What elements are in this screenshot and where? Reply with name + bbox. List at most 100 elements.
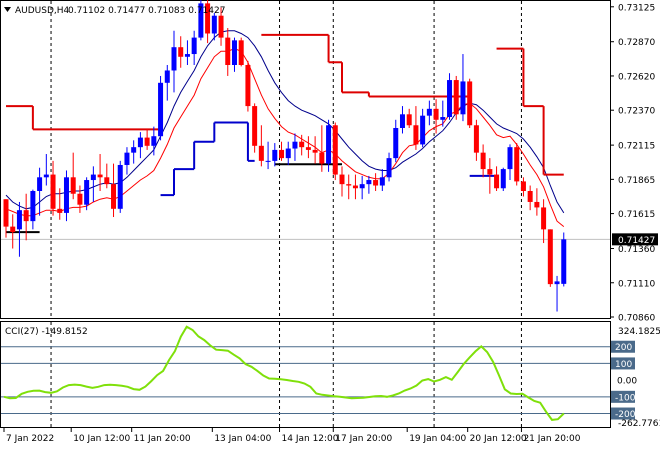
candle-bull bbox=[393, 128, 399, 159]
current-price-label: 0.71427 bbox=[618, 236, 655, 246]
time-tick-label: 14 Jan 12:00 bbox=[282, 434, 339, 444]
candle-bear bbox=[527, 191, 533, 202]
candle-bear bbox=[258, 145, 264, 161]
candle-bull bbox=[554, 281, 560, 285]
candle-bull bbox=[326, 125, 332, 164]
candle-bull bbox=[359, 184, 365, 189]
time-tick-label: 7 Jan 2022 bbox=[6, 434, 54, 444]
candle-bull bbox=[386, 158, 392, 178]
candle-bear bbox=[534, 201, 540, 208]
candle-bear bbox=[104, 177, 110, 185]
cci-level-tag bbox=[611, 390, 635, 403]
candle-bear bbox=[346, 184, 352, 186]
time-tick-label: 10 Jan 12:00 bbox=[73, 434, 130, 444]
candle-bull bbox=[158, 82, 164, 137]
candle-bear bbox=[245, 65, 251, 107]
candle-bull bbox=[447, 80, 453, 118]
candle-bear bbox=[205, 3, 211, 34]
candle-bear bbox=[50, 174, 56, 209]
candle-bear bbox=[279, 149, 285, 159]
time-tick-label: 11 Jan 20:00 bbox=[134, 434, 191, 444]
candle-bull bbox=[131, 147, 137, 153]
cci-axis[interactable]: 200 100 0.00 -100 -200 324.1825 -262.7761 bbox=[611, 327, 660, 429]
candle-bear bbox=[57, 208, 63, 213]
candle-bear bbox=[480, 152, 486, 170]
symbol-header: AUDUSD,H4 0.71102 0.71477 0.71083 0.7142… bbox=[4, 6, 225, 16]
price-tick-label: 0.73125 bbox=[618, 3, 655, 13]
price-tick-label: 0.71360 bbox=[618, 245, 655, 255]
cci-level-lines bbox=[1, 346, 610, 415]
candle-bull bbox=[137, 137, 143, 148]
candle-bear bbox=[339, 174, 345, 185]
candle-bull bbox=[500, 169, 506, 189]
candles bbox=[3, 0, 567, 312]
candle-bull bbox=[272, 149, 278, 161]
cci-panel[interactable] bbox=[0, 321, 611, 428]
candle-bear bbox=[547, 229, 553, 285]
candle-bull bbox=[37, 177, 43, 191]
candle-bear bbox=[252, 106, 258, 146]
cci-level-label: 200 bbox=[615, 343, 632, 353]
candle-bull bbox=[151, 136, 157, 146]
candle-bull bbox=[16, 210, 22, 230]
candle-bear bbox=[238, 40, 244, 65]
price-tick-label: 0.72870 bbox=[618, 38, 655, 48]
candle-bull bbox=[63, 177, 69, 213]
candle-bull bbox=[211, 15, 217, 34]
price-tick-label: 0.71615 bbox=[618, 210, 655, 220]
price-tick-label: 0.72620 bbox=[618, 72, 655, 82]
candle-bull bbox=[426, 108, 432, 116]
candle-bull bbox=[440, 117, 446, 120]
candle-bear bbox=[218, 15, 224, 38]
price-tick-label: 0.70860 bbox=[618, 314, 655, 324]
cci-level-label: 100 bbox=[615, 360, 632, 370]
candle-bull bbox=[30, 191, 36, 222]
candle-bear bbox=[23, 210, 29, 222]
price-tick-label: 0.72370 bbox=[618, 107, 655, 117]
candle-bear bbox=[487, 169, 493, 175]
candle-bear bbox=[312, 149, 318, 153]
candle-bull bbox=[164, 70, 170, 83]
candle-bear bbox=[406, 114, 412, 126]
candle-bear bbox=[453, 80, 459, 115]
time-tick-label: 17 Jan 20:00 bbox=[335, 434, 392, 444]
candle-bear bbox=[467, 81, 473, 126]
candle-bear bbox=[299, 141, 305, 148]
time-tick-label: 21 Jan 20:00 bbox=[523, 434, 580, 444]
candle-bear bbox=[520, 181, 526, 191]
price-axis[interactable]: 0.73125 0.72870 0.72620 0.72370 0.72115 0.718… bbox=[610, 3, 655, 324]
candle-bear bbox=[178, 47, 184, 57]
candle-bull bbox=[117, 164, 123, 209]
dropdown-triangle-icon[interactable] bbox=[4, 7, 11, 12]
candle-bull bbox=[84, 180, 90, 205]
candle-bull bbox=[184, 54, 190, 57]
candle-bear bbox=[111, 184, 117, 209]
ohlc-readout: 0.71102 0.71477 0.71083 0.71427 bbox=[68, 6, 225, 16]
candle-bear bbox=[332, 125, 338, 175]
candle-bear bbox=[352, 185, 358, 189]
candle-bear bbox=[3, 199, 9, 227]
candle-bull bbox=[171, 47, 177, 71]
time-tick-label: 20 Jan 12:00 bbox=[470, 434, 527, 444]
cci-line bbox=[3, 325, 565, 421]
candle-bull bbox=[399, 114, 405, 128]
cci-scale-min-label: -262.7761 bbox=[618, 419, 660, 429]
candle-bear bbox=[473, 125, 479, 153]
candle-bull bbox=[561, 239, 567, 284]
candle-bear bbox=[413, 125, 419, 145]
cci-indicator-label: CCI(27) -149.8152 bbox=[5, 327, 88, 337]
candle-bear bbox=[305, 147, 311, 150]
candle-bear bbox=[70, 177, 76, 194]
candle-bull bbox=[507, 147, 513, 170]
cci-level-label: -100 bbox=[615, 393, 636, 403]
time-axis[interactable]: 7 Jan 2022 10 Jan 12:00 11 Jan 20:00 13 Jan… bbox=[3, 428, 581, 444]
candle-bear bbox=[541, 207, 547, 230]
candle-bear bbox=[433, 108, 439, 120]
candle-bear bbox=[77, 193, 83, 205]
candle-bull bbox=[198, 3, 204, 38]
candle-bull bbox=[379, 177, 385, 186]
candle-bull bbox=[460, 81, 466, 115]
time-tick-label: 13 Jan 04:00 bbox=[214, 434, 271, 444]
